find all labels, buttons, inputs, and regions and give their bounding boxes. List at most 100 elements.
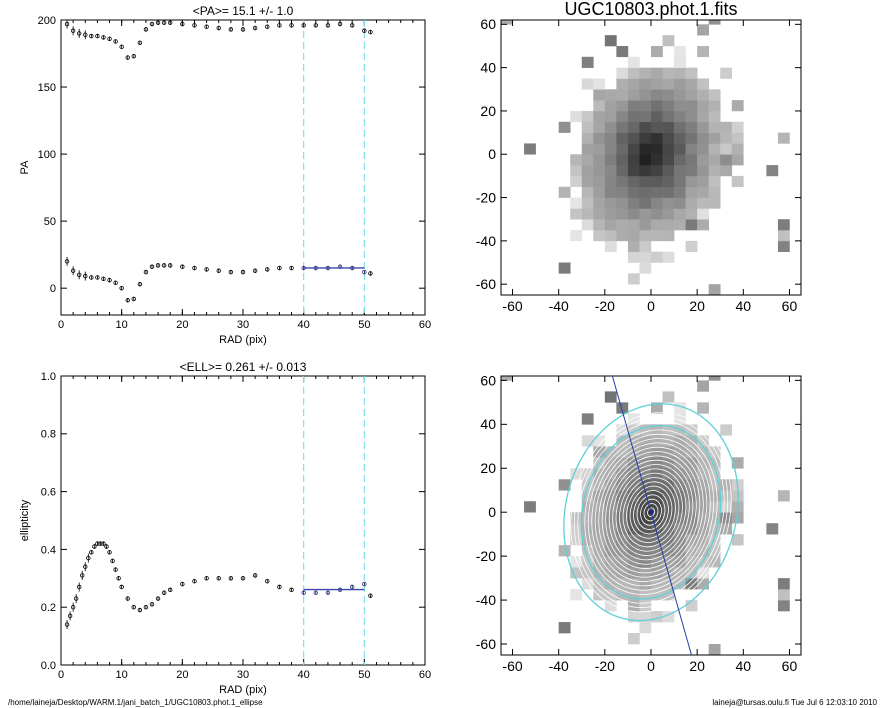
image-pixel (708, 523, 721, 535)
image-pixel (697, 186, 709, 198)
y-tick-label: 1.0 (41, 371, 56, 383)
image-pixel (674, 446, 686, 458)
image-pixel (651, 534, 663, 546)
image-pixel (524, 501, 536, 513)
image-pixel (639, 501, 652, 513)
image-pixel (616, 490, 629, 502)
image-pixel (581, 110, 594, 123)
y-tick-label: 0 (488, 504, 496, 520)
data-point (180, 21, 185, 27)
y-axis-label: PA (19, 160, 31, 175)
image-pixel (662, 121, 675, 133)
image-pixel (674, 186, 686, 198)
image-pixel (639, 479, 652, 491)
image-pixel (593, 208, 606, 220)
image-pixel (777, 589, 790, 601)
data-point (80, 573, 85, 578)
image-pixel (581, 545, 594, 557)
image-pixel (604, 446, 617, 458)
x-tick-label: -60 (502, 298, 522, 314)
image-pixel (627, 611, 640, 623)
data-point (368, 593, 373, 598)
image-pixel (570, 154, 583, 166)
data-point (73, 596, 79, 601)
image-pixel (581, 578, 594, 590)
data-point (325, 590, 331, 595)
image-pixel (662, 446, 675, 458)
image-pixel (581, 468, 594, 480)
image-pixel (570, 567, 583, 579)
data-point (125, 55, 130, 60)
image-pixel (685, 121, 698, 133)
image-pixel (708, 512, 721, 524)
y-tick-label: 40 (480, 60, 496, 76)
image-pixel (697, 402, 709, 414)
image-pixel (651, 512, 663, 524)
image-pixel (674, 435, 686, 447)
image-pixel (639, 154, 652, 166)
image-pixel (731, 512, 744, 524)
image-pixel (685, 165, 698, 177)
data-point (131, 605, 136, 610)
image-pixel (639, 165, 652, 177)
image-pixel (616, 89, 629, 101)
image-pixel (604, 89, 617, 101)
image-pixel (616, 545, 629, 557)
image-pixel (501, 20, 513, 25)
image-pixel (627, 230, 640, 242)
image-pixel (651, 402, 663, 414)
image-pixel (685, 67, 698, 79)
image-pixel (604, 100, 617, 112)
image-pixel (697, 457, 709, 469)
y-tick-label: 20 (480, 460, 496, 476)
image-pixel (720, 132, 733, 144)
plot-2: 0 10 20 30 40 50 60 0.0 0.2 0.4 0.6 0.8 1.0 <ELL>= 0.… (19, 360, 431, 696)
image-pixel (581, 490, 594, 502)
image-pixel (731, 121, 744, 133)
image-pixel (720, 67, 733, 79)
image-pixel (616, 45, 629, 58)
image-pixel (627, 578, 640, 590)
image-pixel (674, 67, 686, 79)
image-pixel (685, 457, 698, 469)
image-pixel (720, 501, 733, 513)
data-point (70, 28, 76, 33)
image-pixel (697, 512, 709, 524)
data-point (204, 576, 209, 581)
galaxy-center (648, 510, 654, 515)
data-point (252, 25, 258, 31)
image-pixel (651, 479, 663, 491)
image-pixel (674, 175, 686, 188)
image-pixel (593, 230, 606, 242)
data-point (313, 23, 318, 28)
image-pixel (593, 545, 606, 557)
y-tick-label: 0.0 (41, 660, 56, 672)
image-pixel (662, 512, 675, 524)
image-pixel (697, 110, 709, 123)
image-pixel (604, 391, 617, 403)
image-pixel (581, 56, 594, 68)
image-pixel (593, 110, 606, 123)
image-pixel (627, 175, 640, 188)
image-pixel (685, 208, 698, 220)
image-pixel (697, 197, 709, 209)
y-tick-label: 60 (480, 16, 496, 32)
image-pixel (616, 110, 629, 123)
image-pixel (708, 479, 721, 491)
data-point (83, 564, 88, 569)
image-pixel (616, 154, 629, 166)
image-pixel (639, 143, 652, 155)
data-point (149, 264, 155, 269)
image-pixel (558, 121, 571, 133)
image-pixel (604, 35, 617, 47)
data-point (89, 275, 94, 280)
image-pixel (674, 457, 686, 469)
y-tick-label: -20 (476, 189, 496, 205)
image-pixel (685, 567, 698, 579)
image-pixel (674, 208, 686, 220)
image-pixel (731, 175, 744, 188)
image-pixel (639, 110, 652, 123)
data-point (107, 277, 112, 283)
image-pixel (651, 143, 663, 155)
data-point (64, 21, 70, 27)
